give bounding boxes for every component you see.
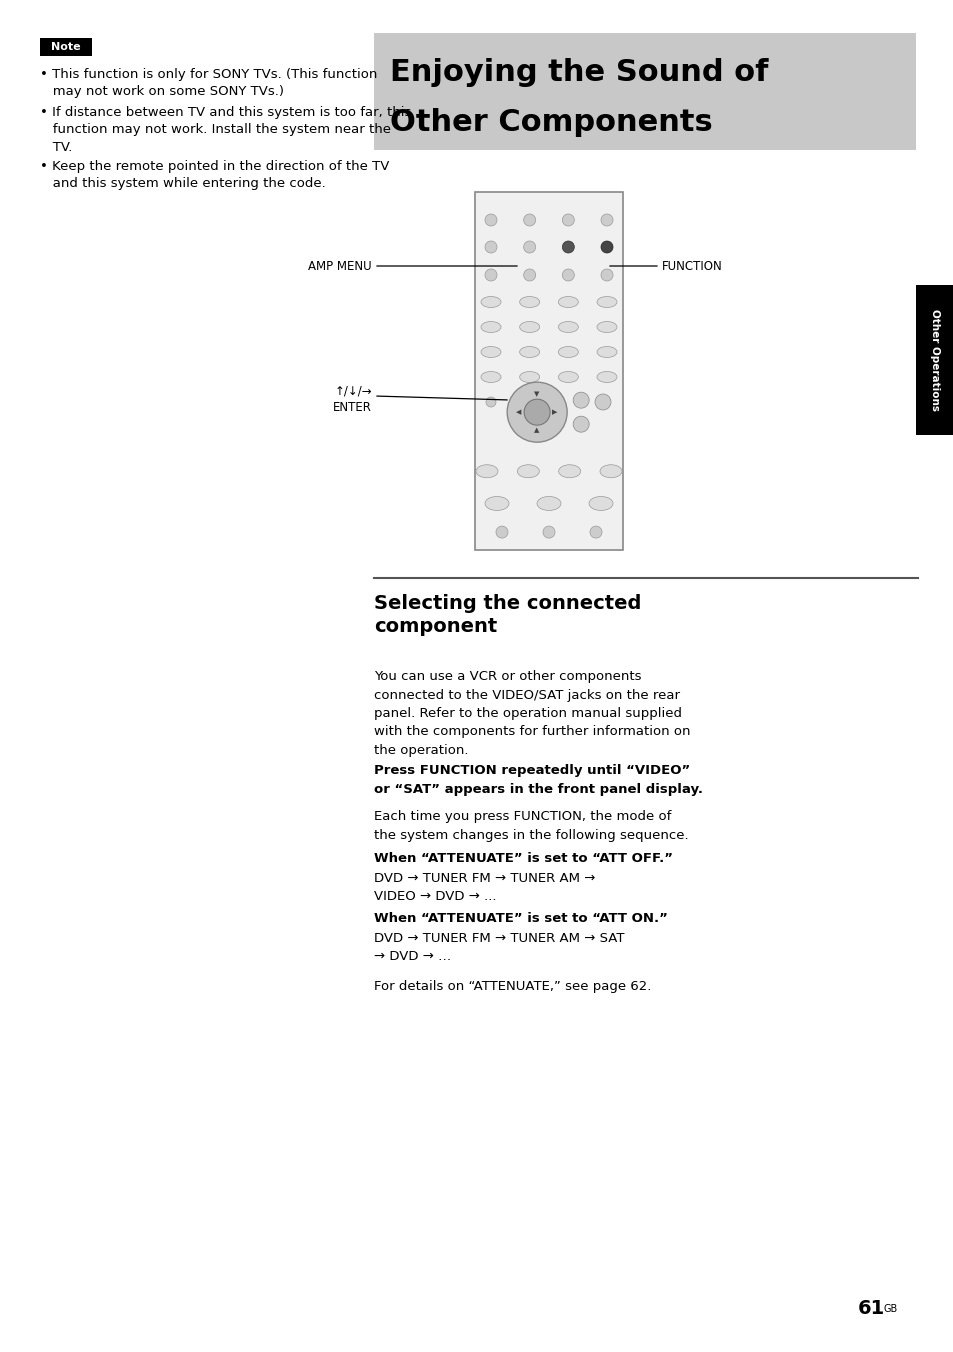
Text: Selecting the connected
component: Selecting the connected component (374, 594, 640, 637)
Ellipse shape (519, 346, 539, 357)
Text: AMP MENU: AMP MENU (308, 260, 372, 273)
Circle shape (523, 269, 535, 281)
Ellipse shape (558, 465, 580, 477)
Ellipse shape (558, 322, 578, 333)
Circle shape (523, 241, 535, 253)
Text: • If distance between TV and this system is too far, this
   function may not wo: • If distance between TV and this system… (40, 105, 411, 154)
Ellipse shape (480, 372, 500, 383)
Circle shape (600, 241, 613, 253)
Circle shape (573, 416, 589, 433)
Text: Each time you press FUNCTION, the mode of
the system changes in the following se: Each time you press FUNCTION, the mode o… (374, 810, 688, 841)
Ellipse shape (597, 346, 617, 357)
Circle shape (523, 399, 550, 425)
Circle shape (485, 397, 496, 407)
Text: • This function is only for SONY TVs. (This function
   may not work on some SON: • This function is only for SONY TVs. (T… (40, 68, 377, 99)
Text: • Keep the remote pointed in the direction of the TV
   and this system while en: • Keep the remote pointed in the directi… (40, 160, 389, 191)
Ellipse shape (517, 465, 538, 477)
Ellipse shape (519, 296, 539, 307)
Ellipse shape (535, 397, 548, 407)
Ellipse shape (476, 465, 497, 477)
Bar (475, 192, 622, 550)
Text: 61: 61 (857, 1299, 884, 1318)
Circle shape (561, 241, 574, 253)
Ellipse shape (597, 322, 617, 333)
Circle shape (600, 214, 613, 226)
Text: When “ATTENUATE” is set to “ATT OFF.”: When “ATTENUATE” is set to “ATT OFF.” (374, 852, 672, 865)
Circle shape (600, 269, 613, 281)
Text: ◀: ◀ (516, 410, 521, 415)
Text: DVD → TUNER FM → TUNER AM →
VIDEO → DVD → ...: DVD → TUNER FM → TUNER AM → VIDEO → DVD … (374, 872, 595, 903)
Ellipse shape (480, 322, 500, 333)
Circle shape (512, 397, 521, 407)
Text: GB: GB (883, 1303, 898, 1314)
Ellipse shape (519, 372, 539, 383)
Text: When “ATTENUATE” is set to “ATT ON.”: When “ATTENUATE” is set to “ATT ON.” (374, 913, 667, 925)
Ellipse shape (484, 496, 509, 511)
Circle shape (589, 526, 601, 538)
Circle shape (542, 526, 555, 538)
Ellipse shape (480, 296, 500, 307)
Circle shape (561, 214, 574, 226)
Circle shape (561, 269, 574, 281)
Text: DVD → TUNER FM → TUNER AM → SAT
→ DVD → …: DVD → TUNER FM → TUNER AM → SAT → DVD → … (374, 932, 624, 964)
Bar (374, 32, 915, 150)
Circle shape (484, 269, 497, 281)
Text: Press FUNCTION repeatedly until “VIDEO”
or “SAT” appears in the front panel disp: Press FUNCTION repeatedly until “VIDEO” … (374, 764, 702, 795)
Circle shape (507, 383, 567, 442)
Text: ↑/↓/→
ENTER: ↑/↓/→ ENTER (333, 384, 372, 414)
Text: ▼: ▼ (534, 391, 539, 397)
Ellipse shape (597, 296, 617, 307)
Text: Other Components: Other Components (390, 108, 712, 137)
Ellipse shape (558, 296, 578, 307)
Circle shape (595, 393, 610, 410)
Ellipse shape (537, 496, 560, 511)
Circle shape (573, 392, 589, 408)
Circle shape (496, 526, 507, 538)
Ellipse shape (558, 372, 578, 383)
Bar (40, 38, 91, 55)
Text: You can use a VCR or other components
connected to the VIDEO/SAT jacks on the re: You can use a VCR or other components co… (374, 671, 690, 757)
Ellipse shape (588, 496, 613, 511)
Text: Enjoying the Sound of: Enjoying the Sound of (390, 58, 767, 87)
Circle shape (484, 241, 497, 253)
Ellipse shape (597, 372, 617, 383)
Text: ▲: ▲ (534, 427, 539, 433)
Text: FUNCTION: FUNCTION (661, 260, 722, 273)
Ellipse shape (480, 346, 500, 357)
Circle shape (484, 214, 497, 226)
Ellipse shape (519, 322, 539, 333)
Text: For details on “ATTENUATE,” see page 62.: For details on “ATTENUATE,” see page 62. (374, 980, 651, 992)
Bar (915, 285, 953, 435)
Text: Other Operations: Other Operations (929, 310, 939, 411)
Ellipse shape (599, 465, 621, 477)
Ellipse shape (558, 346, 578, 357)
Text: ▶: ▶ (552, 410, 558, 415)
Text: Note: Note (51, 42, 81, 51)
Circle shape (523, 214, 535, 226)
